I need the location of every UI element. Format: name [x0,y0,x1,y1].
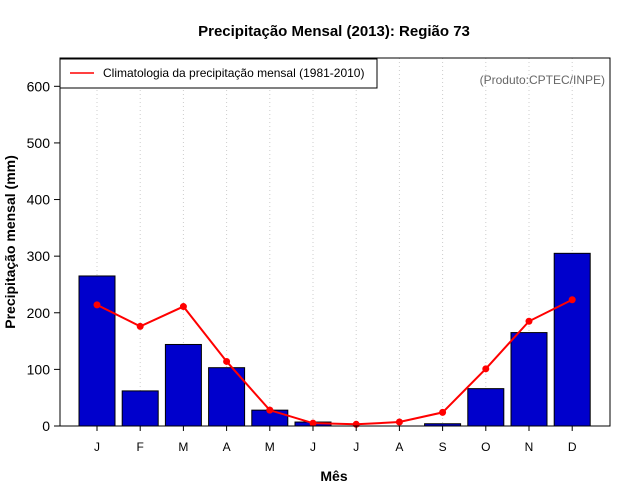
bar [467,388,505,427]
legend-box [59,58,378,89]
climatology-point [93,301,101,309]
bar [208,367,246,427]
climatology-point [223,357,231,365]
x-tick-label: A [223,440,231,454]
bar [510,332,548,427]
climatology-point [525,317,533,325]
legend: Climatologia da precipitação mensal (198… [59,58,378,89]
chart-title: Precipitação Mensal (2013): Região 73 [198,23,470,40]
climatology-line-series [93,296,576,428]
x-tick-label: D [568,440,577,454]
bar [121,390,159,427]
climatology-line [96,298,573,426]
y-tick-label: 400 [27,192,51,208]
y-tick-label: 200 [27,305,51,321]
grid-lines [96,58,573,426]
y-tick-label: 100 [27,361,51,377]
climatology-point [179,303,187,311]
x-tick-label: F [137,440,144,454]
climatology-point [266,406,274,414]
bar [164,343,202,427]
climatology-point [136,322,144,330]
legend-entry: Climatologia da precipitação mensal (198… [103,66,364,80]
x-tick-label: O [481,440,490,454]
y-tick-label: 600 [27,78,51,94]
x-tick-label: M [178,440,188,454]
x-tick-label: A [395,440,403,454]
x-tick-label: J [94,440,100,454]
y-axis-label: Precipitação mensal (mm) [2,155,18,329]
y-tick-label: 0 [42,418,50,434]
x-tick-label: N [525,440,534,454]
y-axis: 0 100 200 300 400 500 600 [27,78,60,434]
plot-frame [59,57,611,427]
climatology-point [395,418,403,426]
x-tick-label: J [310,440,316,454]
y-tick-label: 300 [27,248,51,264]
x-tick-label: J [353,440,359,454]
climatology-point [568,296,576,304]
source-annotation: (Produto:CPTEC/INPE) [480,73,605,87]
x-axis-label: Mês [320,468,347,484]
x-tick-label: M [265,440,275,454]
bar [78,275,116,427]
y-tick-label: 500 [27,135,51,151]
climatology-point [482,365,490,373]
x-tick-label: S [439,440,447,454]
climatology-point [439,408,447,416]
bar [553,252,591,427]
climatology-point [309,419,317,427]
